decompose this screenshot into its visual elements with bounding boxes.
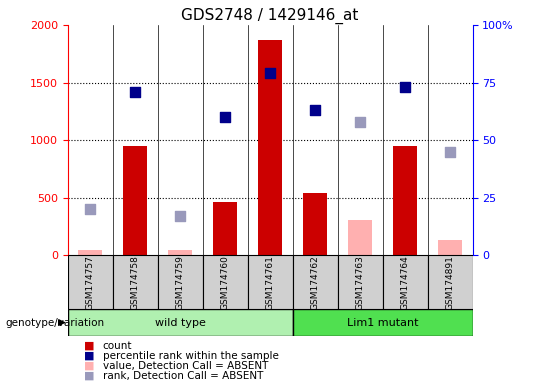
Bar (247, 255, 293, 309)
Point (131, 89, 139, 95)
Text: GSM174759: GSM174759 (176, 255, 185, 310)
Bar (382, 255, 428, 309)
Text: GSM174761: GSM174761 (266, 255, 274, 310)
Bar (167, 250, 192, 255)
Text: GSM174758: GSM174758 (131, 255, 139, 310)
Text: ■: ■ (84, 351, 94, 361)
Bar (213, 202, 238, 255)
Point (356, 119, 364, 125)
Bar (258, 40, 282, 255)
Text: percentile rank within the sample: percentile rank within the sample (103, 351, 279, 361)
Text: ■: ■ (84, 371, 94, 381)
Point (310, 107, 319, 113)
Text: value, Detection Call = ABSENT: value, Detection Call = ABSENT (103, 361, 268, 371)
Bar (293, 255, 338, 309)
Text: wild type: wild type (154, 318, 205, 328)
Text: GSM174760: GSM174760 (220, 255, 230, 310)
Point (176, 213, 184, 219)
Text: rank, Detection Call = ABSENT: rank, Detection Call = ABSENT (103, 371, 263, 381)
Text: GSM174764: GSM174764 (401, 255, 409, 310)
Bar (112, 255, 158, 309)
Text: GSM174762: GSM174762 (310, 255, 320, 310)
Text: GSM174757: GSM174757 (85, 255, 94, 310)
Point (401, 84, 409, 90)
Point (446, 149, 454, 155)
Bar (68, 309, 293, 336)
Bar (393, 146, 417, 255)
Bar (302, 193, 327, 255)
Point (221, 114, 230, 120)
Text: count: count (103, 341, 132, 351)
Bar (437, 240, 462, 255)
Text: GSM174891: GSM174891 (446, 255, 455, 310)
Bar (68, 255, 112, 309)
Bar (202, 255, 247, 309)
Bar (293, 309, 472, 336)
Bar (123, 146, 147, 255)
Bar (348, 220, 373, 255)
Bar (428, 255, 472, 309)
Bar (338, 255, 382, 309)
Text: Lim1 mutant: Lim1 mutant (347, 318, 418, 328)
Text: ■: ■ (84, 361, 94, 371)
Text: genotype/variation: genotype/variation (5, 318, 105, 328)
Text: GSM174763: GSM174763 (355, 255, 364, 310)
Title: GDS2748 / 1429146_at: GDS2748 / 1429146_at (181, 7, 359, 23)
Point (86, 206, 94, 212)
Point (266, 70, 274, 76)
Bar (78, 250, 103, 255)
Text: ■: ■ (84, 341, 94, 351)
Bar (158, 255, 202, 309)
